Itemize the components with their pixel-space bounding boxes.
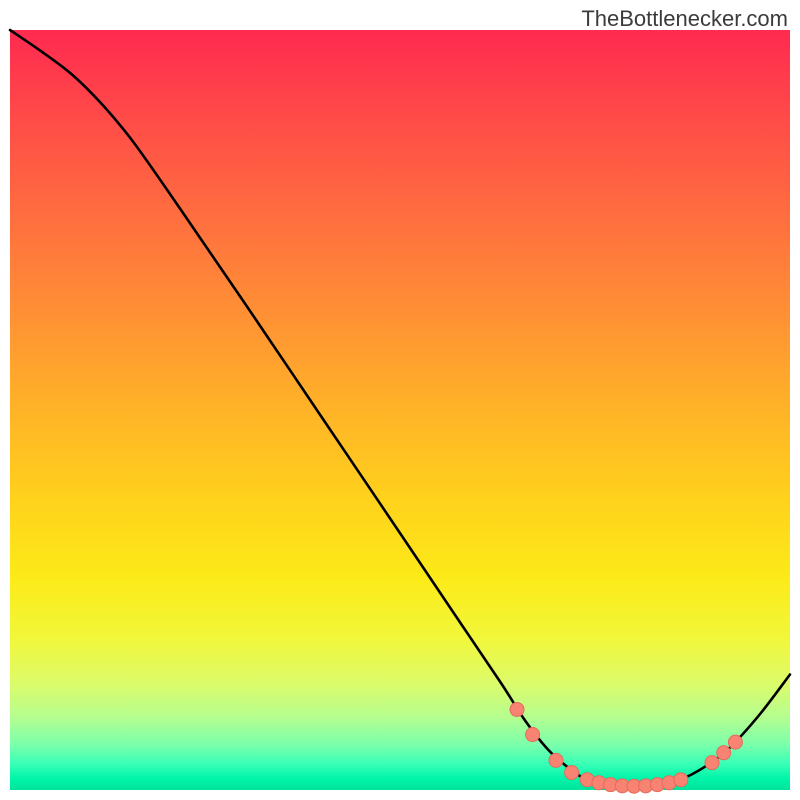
marker-point bbox=[526, 728, 540, 742]
marker-point bbox=[510, 702, 524, 716]
marker-point bbox=[705, 756, 719, 770]
marker-point bbox=[717, 746, 731, 760]
marker-point bbox=[549, 753, 563, 767]
watermark-text: TheBottlenecker.com bbox=[581, 6, 788, 32]
marker-point bbox=[728, 735, 742, 749]
marker-point bbox=[674, 773, 688, 787]
marker-point bbox=[565, 766, 579, 780]
bottleneck-chart bbox=[0, 0, 800, 800]
chart-container: TheBottlenecker.com bbox=[0, 0, 800, 800]
plot-background bbox=[10, 30, 790, 790]
